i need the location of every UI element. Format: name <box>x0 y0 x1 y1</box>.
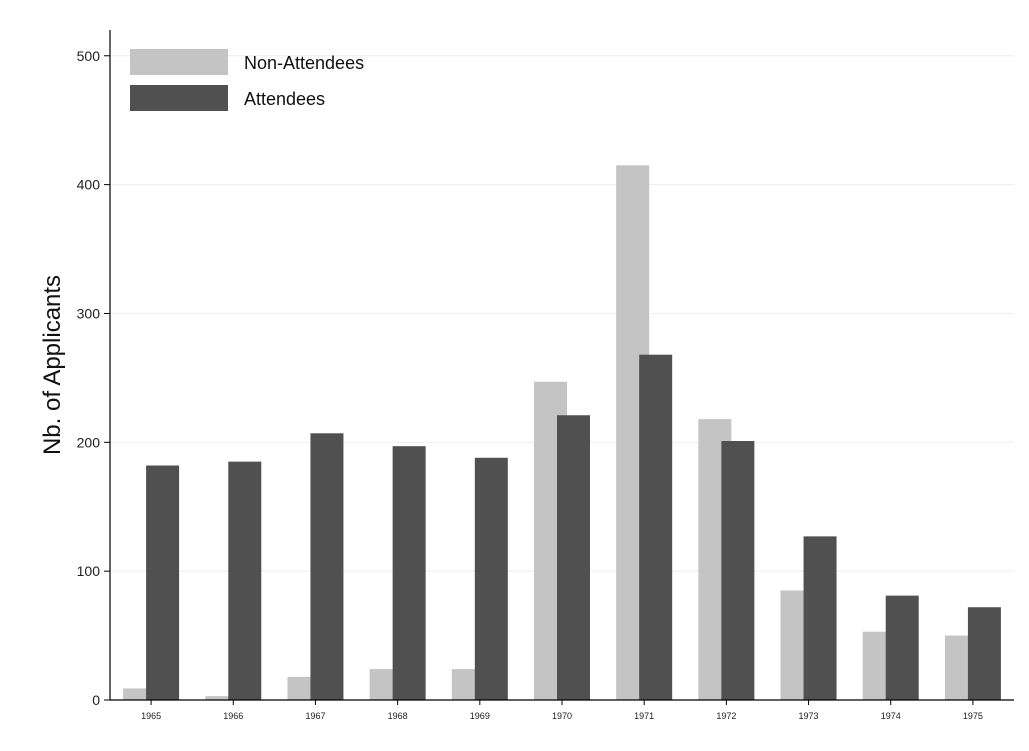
x-tick-label: 1972 <box>716 711 736 721</box>
bar-attendees <box>146 465 180 700</box>
bar-attendees <box>639 354 673 700</box>
legend-swatch <box>130 85 228 111</box>
x-ticks: 1965 1966 1967 1968 1969 1970 1971 1972 1973 1974… <box>141 700 983 721</box>
legend: Non-Attendees Attendees <box>130 49 364 111</box>
x-tick-label: 1969 <box>470 711 490 721</box>
bar-attendees <box>967 607 1001 700</box>
x-tick-label: 1971 <box>634 711 654 721</box>
bar-non-attendees <box>205 696 239 700</box>
bar-attendees <box>721 441 755 700</box>
x-tick-label: 1970 <box>552 711 572 721</box>
y-tick-label: 100 <box>77 563 101 579</box>
y-axis-title: Nb. of Applicants <box>39 275 66 455</box>
y-tick-label: 400 <box>77 177 101 193</box>
x-tick-label: 1967 <box>305 711 325 721</box>
legend-swatch <box>130 49 228 75</box>
bars <box>123 165 1001 701</box>
x-tick-label: 1974 <box>881 711 901 721</box>
bar-attendees <box>392 446 426 700</box>
bar-attendees <box>885 595 919 700</box>
legend-label: Attendees <box>244 89 325 109</box>
x-tick-label: 1966 <box>223 711 243 721</box>
bar-attendees <box>803 536 837 700</box>
y-ticks: 0 100 200 300 400 500 <box>77 48 110 708</box>
x-tick-label: 1973 <box>799 711 819 721</box>
legend-label: Non-Attendees <box>244 53 364 73</box>
bar-attendees <box>474 457 508 700</box>
x-tick-label: 1975 <box>963 711 983 721</box>
bar-attendees <box>228 461 262 700</box>
gridlines <box>110 55 1014 572</box>
x-tick-label: 1968 <box>388 711 408 721</box>
y-tick-label: 0 <box>92 692 100 708</box>
bar-non-attendees <box>123 688 157 700</box>
bar-attendees <box>310 433 344 700</box>
y-tick-label: 300 <box>77 305 101 321</box>
y-tick-label: 200 <box>77 434 101 450</box>
x-tick-label: 1965 <box>141 711 161 721</box>
bar-attendees <box>557 415 590 700</box>
y-tick-label: 500 <box>77 48 101 64</box>
